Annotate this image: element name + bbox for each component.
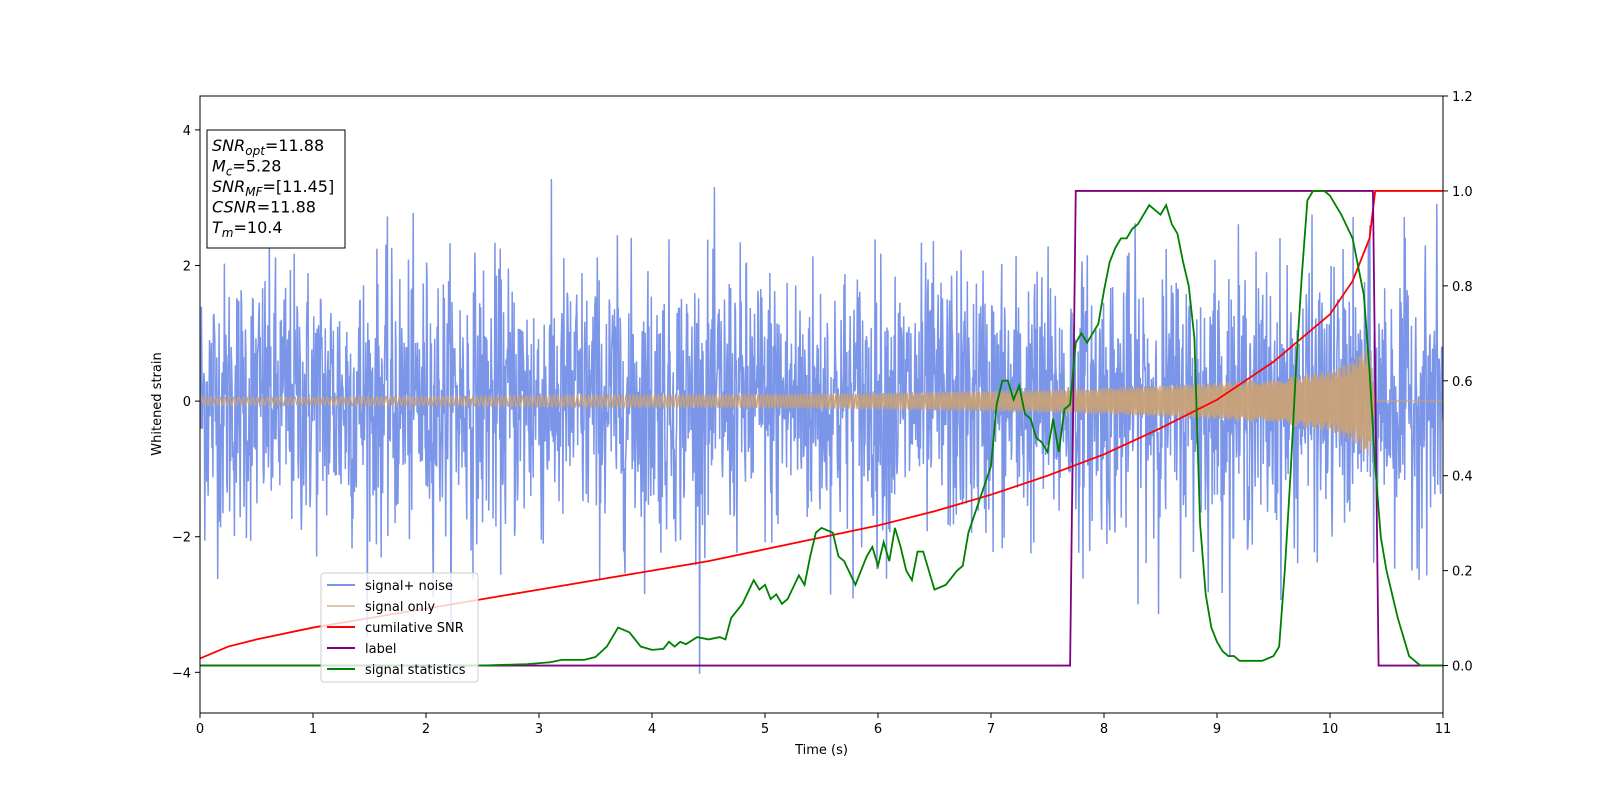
x-tick-label: 10: [1322, 722, 1339, 737]
y-tick-label: 4: [183, 124, 191, 139]
annotation-box: SNRopt=11.88Mc=5.28SNRMF=[11.45]CSNR=11.…: [206, 129, 346, 249]
legend-entry-signal-statistics: signal statistics: [365, 663, 466, 678]
y2-tick-label: 0.4: [1452, 470, 1473, 485]
legend-entry-cumilative-snr: cumilative SNR: [365, 621, 464, 636]
annotation-line: Tm=10.4: [212, 218, 283, 240]
legend-entry-signal-noise: signal+ noise: [365, 579, 453, 594]
annotation-line: SNRopt=11.88: [212, 136, 324, 158]
series-signal-statistics: [200, 190, 1443, 667]
annotation-line: CSNR=11.88: [212, 198, 316, 217]
x-tick-label: 11: [1435, 722, 1452, 737]
x-axis-label: Time (s): [794, 743, 848, 758]
x-tick-label: 8: [1100, 722, 1108, 737]
x-tick-label: 3: [535, 722, 543, 737]
plot-frame: [199, 95, 1444, 714]
x-tick-label: 4: [648, 722, 656, 737]
x-tick-label: 2: [422, 722, 430, 737]
legend-frame: [320, 572, 479, 683]
x-tick-label: 9: [1213, 722, 1221, 737]
legend: signal+ noise signal only cumilative SNR la…: [320, 572, 479, 683]
y2-tick-label: 0.0: [1452, 660, 1473, 675]
series-signal-noise: [200, 179, 1443, 674]
x-tick-label: 5: [761, 722, 769, 737]
legend-entry-signal-only: signal only: [365, 600, 435, 615]
y-tick-label: 0: [183, 395, 191, 410]
y2-tick-label: 1.0: [1452, 185, 1473, 200]
x-tick-label: 6: [874, 722, 882, 737]
y2-tick-label: 0.6: [1452, 375, 1473, 390]
y-tick-label: −4: [172, 666, 191, 681]
legend-entry-label: label: [365, 642, 396, 657]
x-tick-label: 7: [987, 722, 995, 737]
y2-tick-label: 1.2: [1452, 90, 1473, 105]
series-signal-only: [200, 346, 1443, 457]
annotation-line: Mc=5.28: [212, 157, 281, 179]
annotation-frame: [206, 129, 346, 249]
y2-tick-label: 0.8: [1452, 280, 1473, 295]
y-tick-label: −2: [172, 531, 191, 546]
series-label: [200, 190, 1443, 667]
x-tick-label: 0: [196, 722, 204, 737]
y-axis-label: Whitened strain: [150, 352, 165, 455]
annotation-line: SNRMF=[11.45]: [212, 177, 334, 199]
x-tick-label: 1: [309, 722, 317, 737]
y2-tick-label: 0.2: [1452, 565, 1473, 580]
y-tick-label: 2: [183, 260, 191, 275]
ticks-layer: 0 1 2 3 4 5 6 7 8 9 10 11 −4 −2 0 2 4 0.0 0.2 0.4 0.6 0.8 1.0 1…: [172, 90, 1473, 737]
